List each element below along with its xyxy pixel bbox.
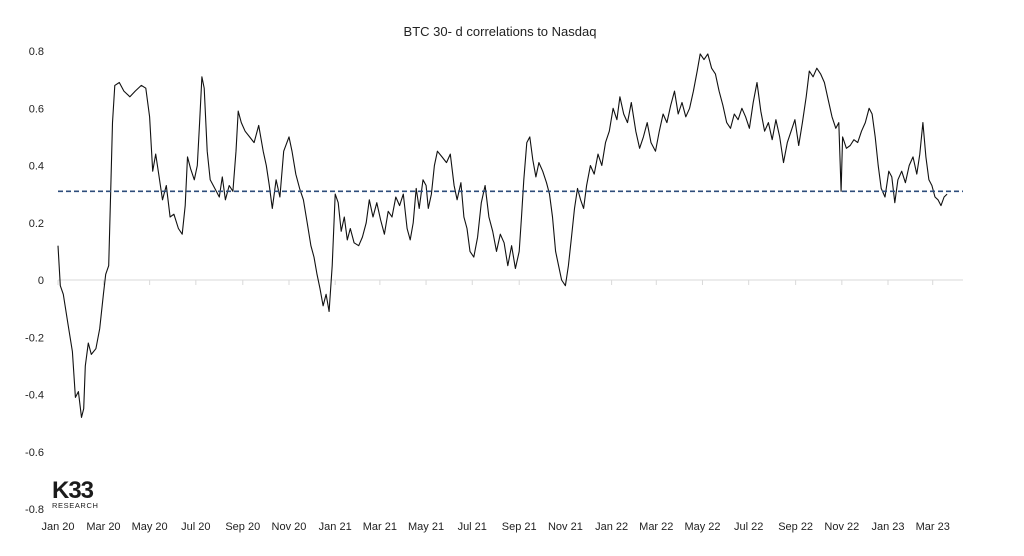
y-tick-label: 0.6 [29,103,44,115]
y-tick-label: -0.2 [25,332,44,344]
x-tick-label: Sep 21 [502,521,537,533]
x-tick-label: Jan 23 [872,521,905,533]
logo-text: K33 [52,477,94,504]
x-tick-label: Mar 21 [363,521,397,533]
x-tick-label: Nov 20 [272,521,307,533]
x-tick-label: Jul 21 [458,521,487,533]
x-tick-label: Nov 21 [548,521,583,533]
y-tick-label: 0.8 [29,46,44,58]
x-axis: Jan 20 Mar 20 May 20 Jul 20 Sep 20 Nov 20 Jan … [41,280,950,533]
x-tick-label: Jan 22 [595,521,628,533]
x-tick-label: Nov 22 [824,521,859,533]
correlation-line [57,53,948,418]
chart-title: BTC 30- d correlations to Nasdaq [404,24,597,39]
x-tick-label: Mar 22 [639,521,673,533]
x-tick-label: Jan 21 [319,521,352,533]
y-axis: 0.8 0.6 0.4 0.2 0 -0.2 -0.4 -0.6 -0.8 [25,46,44,516]
x-tick-label: Mar 23 [916,521,950,533]
x-tick-label: Jan 20 [41,521,74,533]
logo-subtext: RESEARCH [52,501,99,510]
y-tick-label: 0.2 [29,218,44,230]
x-tick-label: Jul 22 [734,521,763,533]
y-tick-label: -0.6 [25,447,44,459]
y-tick-label: 0 [38,275,44,287]
x-tick-label: May 20 [132,521,168,533]
x-tick-label: May 21 [408,521,444,533]
x-tick-label: May 22 [684,521,720,533]
k33-research-logo: K33 RESEARCH [52,477,99,511]
y-tick-label: 0.4 [29,161,44,173]
y-tick-label: -0.4 [25,390,44,402]
x-tick-label: Mar 20 [86,521,120,533]
x-tick-label: Sep 22 [778,521,813,533]
y-tick-label: -0.8 [25,504,44,516]
x-tick-label: Jul 20 [181,521,210,533]
x-tick-label: Sep 20 [225,521,260,533]
